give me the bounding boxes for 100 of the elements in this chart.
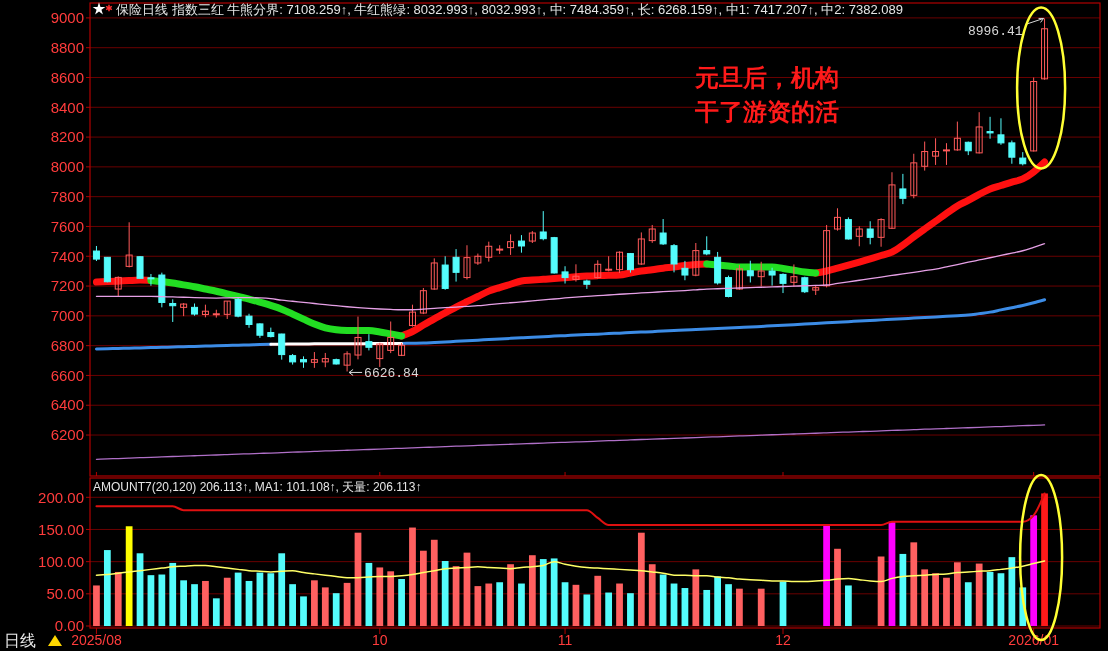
candlestick: [746, 260, 754, 283]
bar: [736, 588, 743, 626]
y-tick-label: 50.00: [46, 585, 84, 603]
bar: [278, 553, 286, 626]
bar: [528, 555, 536, 626]
bar: [823, 524, 830, 626]
candlestick: [387, 321, 395, 354]
candlestick: [485, 241, 493, 263]
candlestick: [833, 207, 841, 232]
bar: [637, 532, 645, 626]
candlestick: [376, 342, 384, 368]
bar: [376, 567, 384, 626]
candlestick: [823, 224, 831, 288]
y-tick-label: 9000: [50, 9, 84, 27]
bar: [616, 583, 623, 626]
y-tick-label: 7600: [50, 217, 84, 235]
candlestick: [419, 287, 427, 315]
chart-title: 保险日线 指数三红 牛熊分界: 7108.259↑, 牛红熊绿: 8032.993↑, 8032.993↑, 中: 7484.359↑, 长: 6268.159↑, 中1: 7417.207↑, 中2: 7382.089: [116, 2, 903, 17]
candlestick: [125, 221, 133, 268]
candlestick: [539, 210, 547, 241]
candlestick: [572, 263, 580, 283]
x-tick-label: 10: [372, 632, 388, 648]
bar: [964, 582, 972, 626]
bar: [605, 592, 613, 626]
y-tick-label: 0.00: [54, 617, 84, 635]
bar: [420, 550, 427, 626]
candlestick: [942, 142, 950, 166]
bar: [714, 576, 721, 626]
annotation: 干了游资的活: [694, 98, 839, 125]
candlestick: [768, 267, 776, 287]
candlestick: [354, 316, 362, 360]
chart-title: AMOUNT7(20,120) 206.113↑, MA1: 101.108↑, 天量: 206.113↑: [93, 480, 422, 494]
y-tick-label: 8200: [50, 128, 84, 146]
x-tick-label: 2025/08: [71, 632, 122, 648]
bar: [648, 564, 656, 626]
bar: [953, 562, 961, 626]
bar: [125, 526, 133, 626]
bar: [594, 575, 602, 626]
candlestick: [757, 261, 765, 287]
line-series: [95, 492, 1046, 526]
candlestick: [953, 121, 961, 152]
candlestick: [921, 141, 929, 172]
bar: [834, 548, 841, 626]
candlestick: [877, 217, 885, 248]
bar: [507, 564, 514, 626]
y-tick-label: 8400: [50, 98, 84, 116]
y-tick-label: 150.00: [38, 520, 84, 538]
y-tick-label: 7000: [50, 307, 84, 325]
candlestick: [114, 275, 122, 298]
candlestick: [408, 304, 416, 328]
candlestick: [278, 333, 286, 361]
y-tick-label: 8600: [50, 68, 84, 86]
candlestick: [692, 242, 700, 277]
bar: [692, 569, 700, 626]
bar: [103, 550, 111, 626]
bar: [223, 577, 231, 626]
text: 日线: [4, 632, 36, 649]
candlestick: [866, 220, 874, 245]
bar: [202, 580, 209, 626]
candlestick: [659, 218, 667, 246]
candlestick: [561, 265, 569, 285]
bar: [518, 583, 525, 626]
candlestick: [441, 255, 449, 291]
bar: [627, 593, 634, 626]
bar: [496, 582, 504, 626]
candlestick: [1030, 76, 1038, 153]
bar: [1008, 557, 1016, 626]
y-tick-label: 100.00: [38, 552, 84, 570]
bar: [921, 569, 929, 626]
candlestick: [463, 244, 471, 280]
candlestick: [474, 253, 482, 266]
candlestick: [986, 116, 994, 140]
bar: [485, 583, 493, 626]
annotation: 6626.84: [364, 366, 419, 382]
bar: [703, 589, 711, 626]
candlestick: [507, 233, 515, 256]
x-tick-label: 11: [557, 632, 573, 648]
y-tick-label: 6800: [50, 336, 84, 354]
bar: [332, 593, 340, 626]
candlestick: [430, 257, 438, 291]
bar: [321, 587, 329, 626]
bar: [311, 580, 318, 626]
candlestick: [136, 255, 144, 280]
bar: [583, 594, 591, 626]
candlestick: [997, 117, 1005, 146]
bar: [267, 573, 275, 626]
bar: [169, 562, 177, 626]
bar: [975, 563, 983, 626]
bar: [845, 585, 852, 626]
bar: [725, 584, 732, 626]
bar: [659, 574, 667, 626]
line-series: [95, 424, 1046, 460]
bar: [441, 561, 449, 626]
candlestick: [844, 216, 852, 241]
bar: [539, 559, 547, 626]
candlestick: [365, 333, 373, 351]
bar: [943, 577, 950, 626]
bar: [158, 574, 166, 626]
bar: [180, 580, 188, 626]
candlestick: [147, 273, 155, 287]
